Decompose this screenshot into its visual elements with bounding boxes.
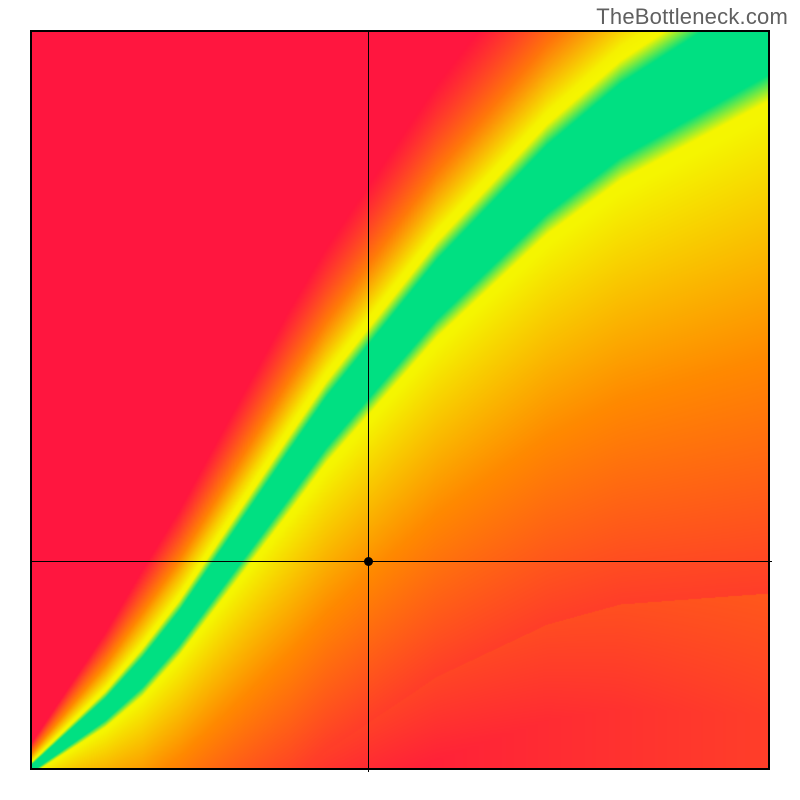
heatmap-canvas	[32, 32, 768, 768]
watermark-text: TheBottleneck.com	[596, 4, 788, 30]
bottleneck-heatmap	[30, 30, 770, 770]
